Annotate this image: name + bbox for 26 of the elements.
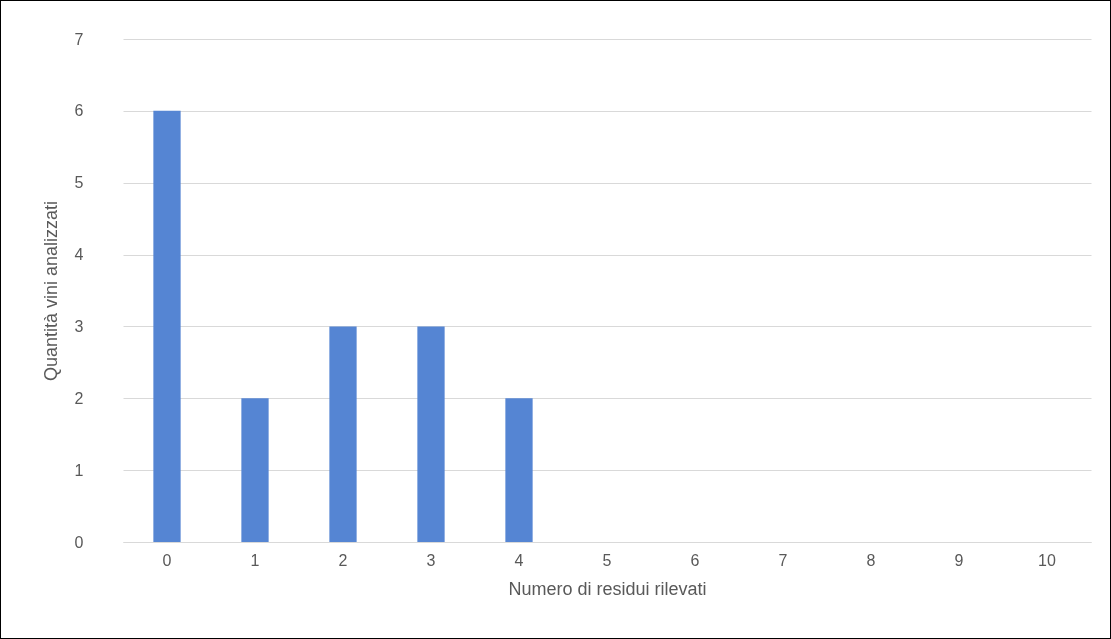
- y-tick-label: 2: [74, 389, 84, 407]
- x-tick-label: 6: [690, 551, 700, 569]
- x-tick-label: 8: [866, 551, 876, 569]
- y-tick-label: 3: [74, 317, 84, 335]
- x-tick-label: 4: [514, 551, 524, 569]
- y-axis-title: Quantità vini analizzati: [40, 200, 61, 382]
- x-tick-label: 10: [1038, 551, 1056, 569]
- bar: [153, 110, 181, 542]
- bar: [241, 398, 269, 542]
- y-tick-label: 7: [74, 30, 84, 48]
- bar: [505, 398, 533, 542]
- bar: [417, 326, 445, 542]
- y-tick-label: 0: [74, 533, 84, 551]
- x-tick-label: 0: [162, 551, 172, 569]
- x-tick-label: 5: [602, 551, 612, 569]
- x-tick-label: 9: [954, 551, 964, 569]
- y-tick-label: 1: [74, 461, 84, 479]
- x-tick-label: 2: [338, 551, 348, 569]
- x-tick-label: 1: [250, 551, 260, 569]
- x-tick-label: 7: [778, 551, 788, 569]
- x-axis-title: Numero di residui rilevati: [508, 578, 707, 599]
- x-tick-label: 3: [426, 551, 436, 569]
- y-tick-label: 6: [74, 102, 84, 120]
- y-tick-label: 4: [74, 246, 84, 264]
- y-tick-label: 5: [74, 174, 84, 192]
- bar: [329, 326, 357, 542]
